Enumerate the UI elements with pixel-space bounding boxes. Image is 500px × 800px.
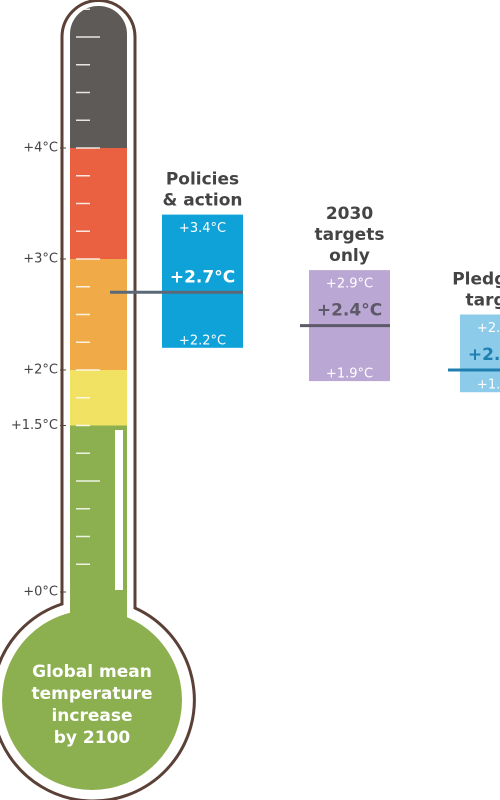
scenario-name: targets xyxy=(315,225,385,245)
y-tick-label: +0°C xyxy=(23,585,58,600)
bulb-title: increase xyxy=(51,706,132,726)
bulb-title: temperature xyxy=(31,684,152,704)
central-label: +2.7°C xyxy=(170,267,235,287)
scenario-name: 2030 xyxy=(326,204,373,224)
scenario-name: Pledges & xyxy=(452,270,500,290)
bulb-title: Global mean xyxy=(32,662,152,682)
y-tick-label: +2°C xyxy=(23,363,58,378)
central-label: +2.0°C xyxy=(468,345,500,365)
scenario-name: only xyxy=(329,246,370,266)
high-label: +3.4°C xyxy=(179,221,226,236)
high-label: +2.5°C xyxy=(477,321,500,336)
low-label: +1.9°C xyxy=(326,367,373,382)
low-label: +1.8°C xyxy=(477,378,500,393)
thermometer-tube xyxy=(70,6,127,666)
y-tick-label: +1.5°C xyxy=(11,418,58,433)
high-label: +2.9°C xyxy=(326,277,373,292)
y-tick-label: +3°C xyxy=(23,252,58,267)
chart-content: +0°C +1.5°C +2°C +3°C +4°C Global meantempera… xyxy=(11,141,500,748)
bulb-title: by 2100 xyxy=(54,728,131,748)
thermometer-bulb xyxy=(2,610,182,790)
central-label: +2.4°C xyxy=(317,301,382,321)
range-box xyxy=(162,214,243,348)
low-label: +2.2°C xyxy=(179,333,226,348)
y-tick-label: +4°C xyxy=(23,141,58,156)
scenario-name: Policies xyxy=(166,170,239,190)
scenario-name: targets xyxy=(466,291,500,311)
mercury-highlight xyxy=(115,430,123,590)
temperature-band xyxy=(70,6,127,148)
range-box xyxy=(460,314,500,393)
scenario-name: & action xyxy=(162,191,242,211)
